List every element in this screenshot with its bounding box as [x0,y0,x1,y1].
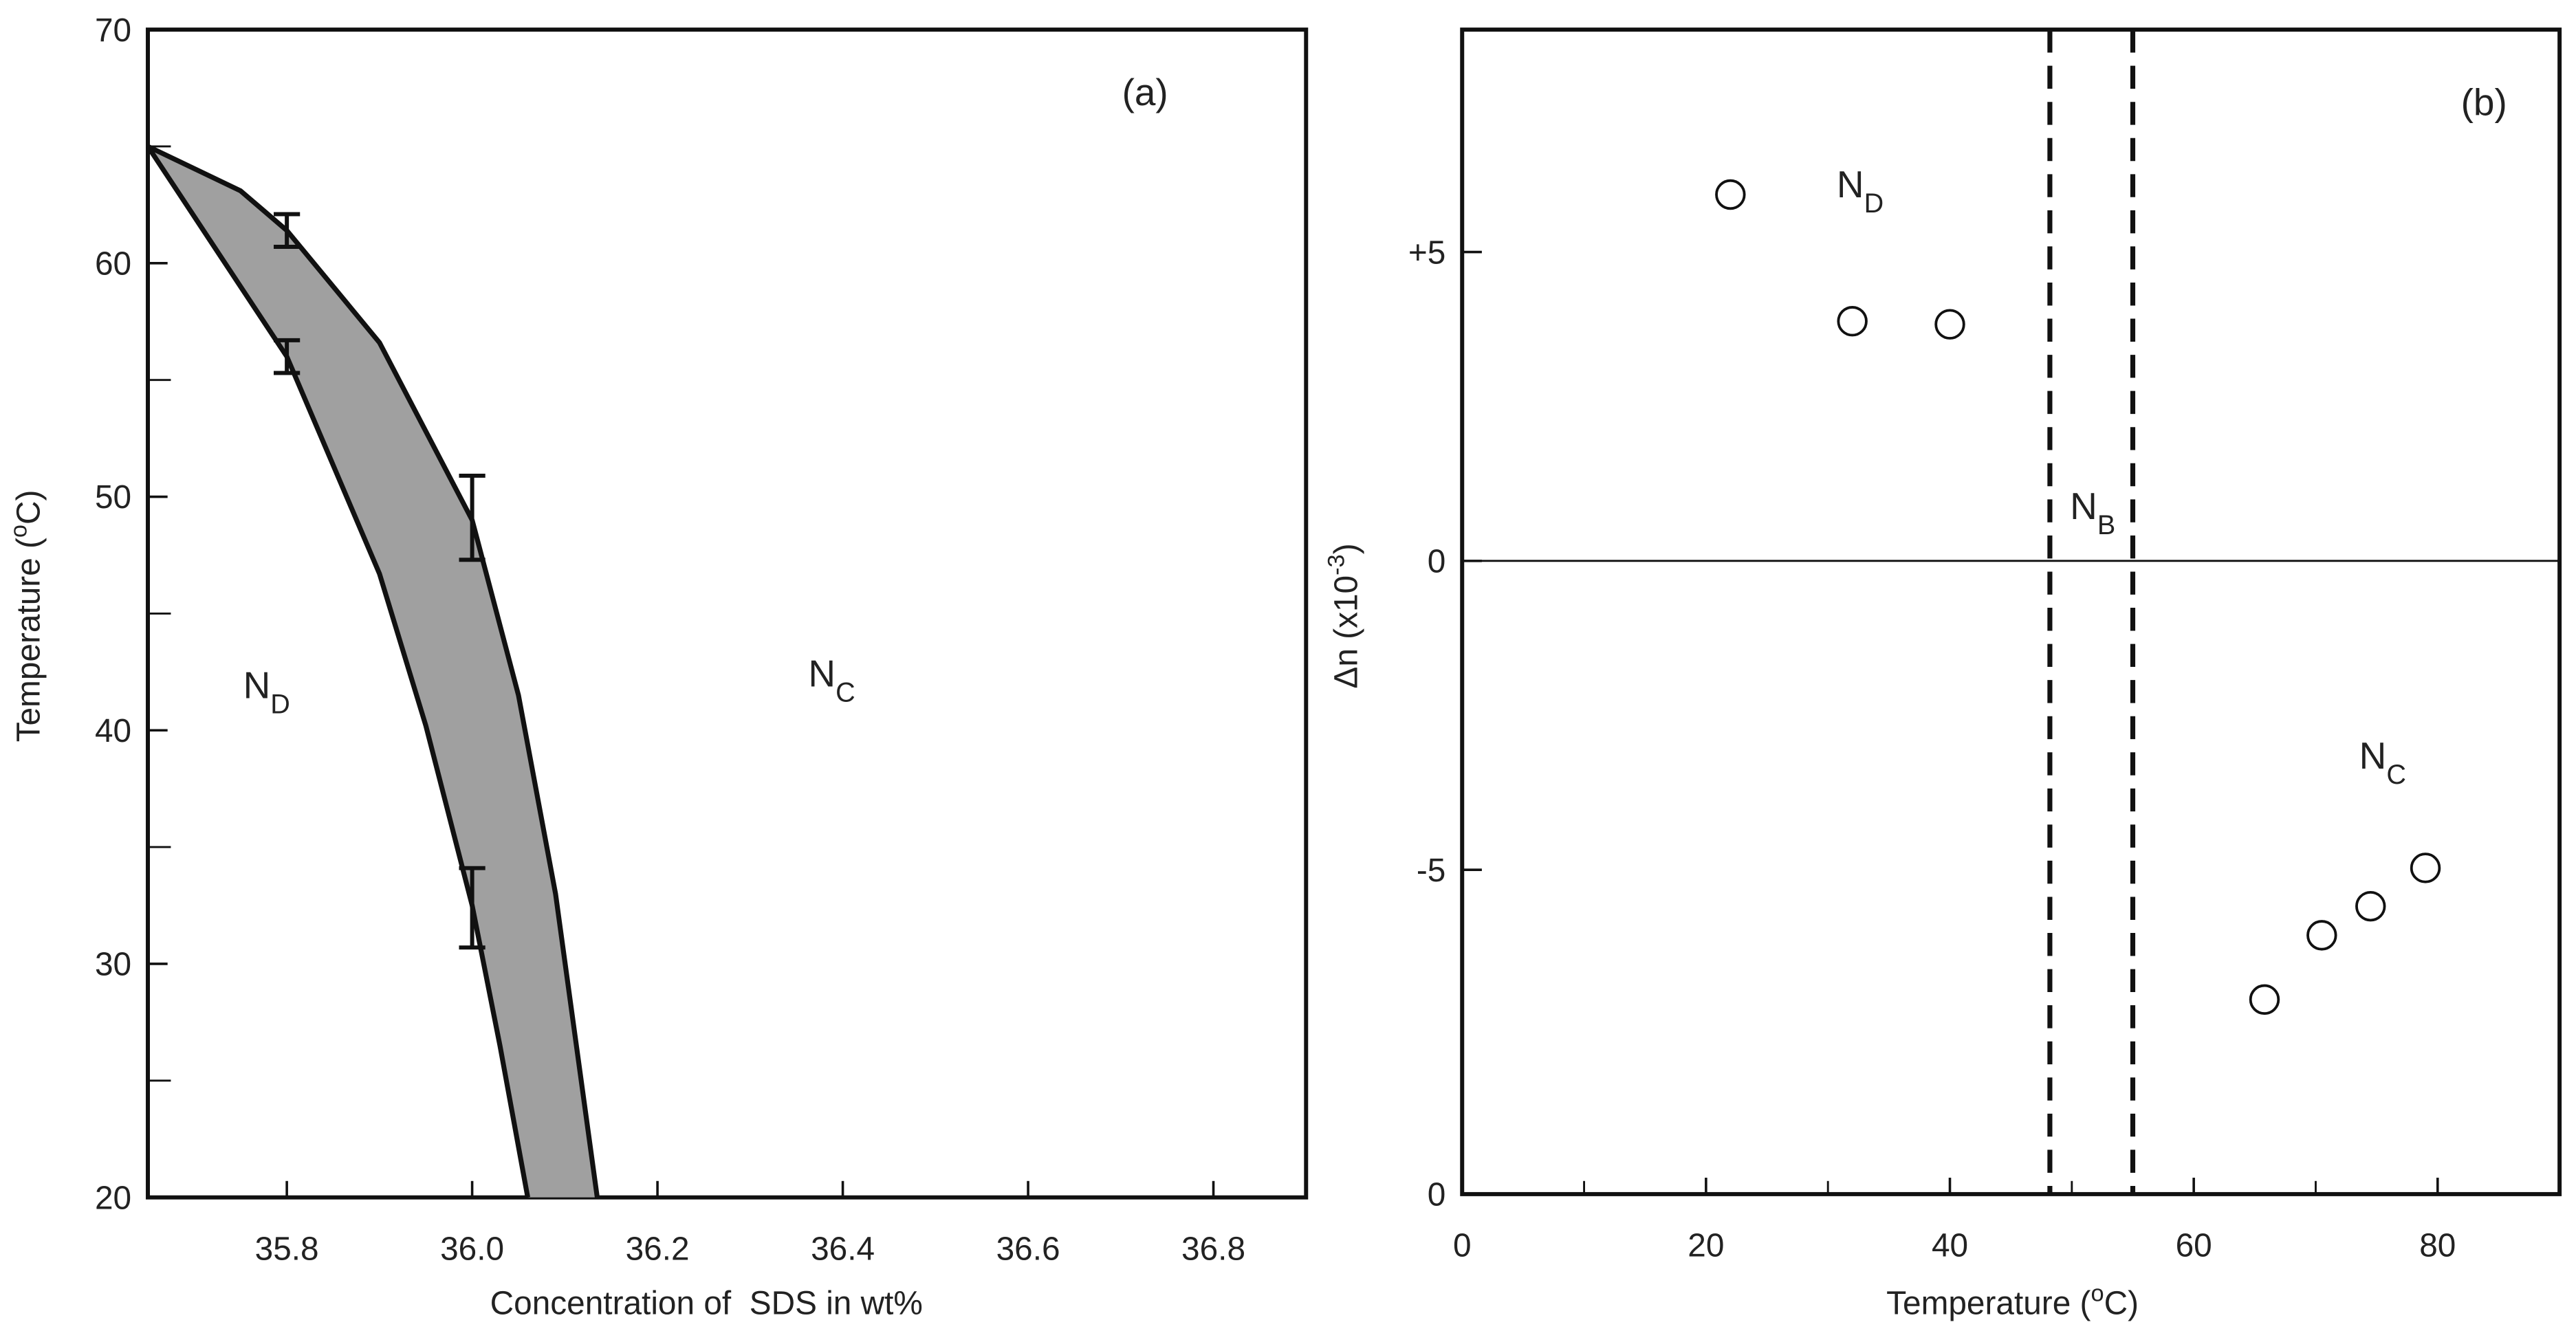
y-axis-label-part: Δn (x10 [1328,575,1364,689]
plot-frame [146,28,1309,1200]
y-axis-label: Δn (x10-3) [1323,543,1364,688]
data-point [1934,309,1965,340]
x-axis-label: Concentration of SDS in wt% [490,1285,923,1321]
y-axis-label: Temperature (oC) [6,490,47,742]
x-axis-label-part: Concentration of SDS in wt% [490,1285,923,1321]
y-tick-label: 20 [95,1180,131,1216]
panel-label: (a) [1122,71,1168,113]
boundary-line [146,144,530,1198]
region-fill [148,146,598,1198]
x-axis-label-part: Temperature ( [1886,1285,2091,1321]
x-tick-label: 36.0 [440,1231,504,1267]
y-tick-label: 0 [1428,1177,1446,1213]
y-tick-label: 40 [95,713,131,749]
region-label: NC [808,652,855,708]
x-tick-label: 60 [2176,1228,2212,1264]
x-tick-label: 36.2 [626,1231,690,1267]
data-point [2249,984,2280,1015]
y-tick-label: +5 [1408,234,1445,271]
boundary-line [146,144,600,1198]
region-label-part: B [2097,510,2115,540]
region-label-part: N [1837,163,1864,206]
x-tick-label: 35.8 [255,1231,319,1267]
x-tick-label: 0 [1453,1228,1472,1264]
y-tick-label: 50 [95,479,131,516]
region-label-part: D [270,689,290,719]
x-tick-label: 20 [1688,1228,1724,1264]
x-tick-label: 36.8 [1181,1231,1245,1267]
region-label-part: N [243,663,271,706]
region-label-part: N [2070,485,2097,527]
y-axis-label-part: ) [1328,543,1364,554]
region-label-part: C [2386,760,2406,790]
x-axis-label-part: o [2091,1280,2104,1306]
y-axis-label-part: o [6,525,32,538]
data-point [1715,179,1746,210]
x-tick-label: 40 [1932,1228,1968,1264]
y-axis-label-part: Temperature ( [10,538,47,742]
x-axis-label: Temperature (oC) [1886,1280,2139,1321]
x-axis-label-part: C) [2104,1285,2139,1321]
region-label-part: C [836,678,855,708]
region-label: NB [2070,485,2115,540]
data-point [2410,852,2441,883]
region-label: NC [2359,734,2406,790]
y-tick-label: 70 [95,12,131,49]
y-tick-label: 0 [1428,544,1446,580]
y-axis-label-part: -3 [1323,554,1349,575]
region-label-part: D [1864,188,1884,219]
data-point [2306,920,2337,951]
y-axis-label-part: C) [10,490,47,525]
region-label: ND [1837,163,1884,219]
plot-frame [1460,28,2562,1196]
panel-label: (b) [2461,80,2507,123]
x-tick-label: 80 [2419,1228,2456,1264]
y-tick-label: 30 [95,947,131,983]
region-label-part: N [808,652,836,695]
region-label-part: N [2359,734,2387,777]
data-point [1837,305,1868,337]
y-tick-label: -5 [1417,852,1445,889]
region-label: ND [243,663,290,719]
data-point [2355,890,2386,922]
x-tick-label: 36.4 [811,1231,875,1267]
y-tick-label: 60 [95,246,131,283]
x-tick-label: 36.6 [996,1231,1060,1267]
